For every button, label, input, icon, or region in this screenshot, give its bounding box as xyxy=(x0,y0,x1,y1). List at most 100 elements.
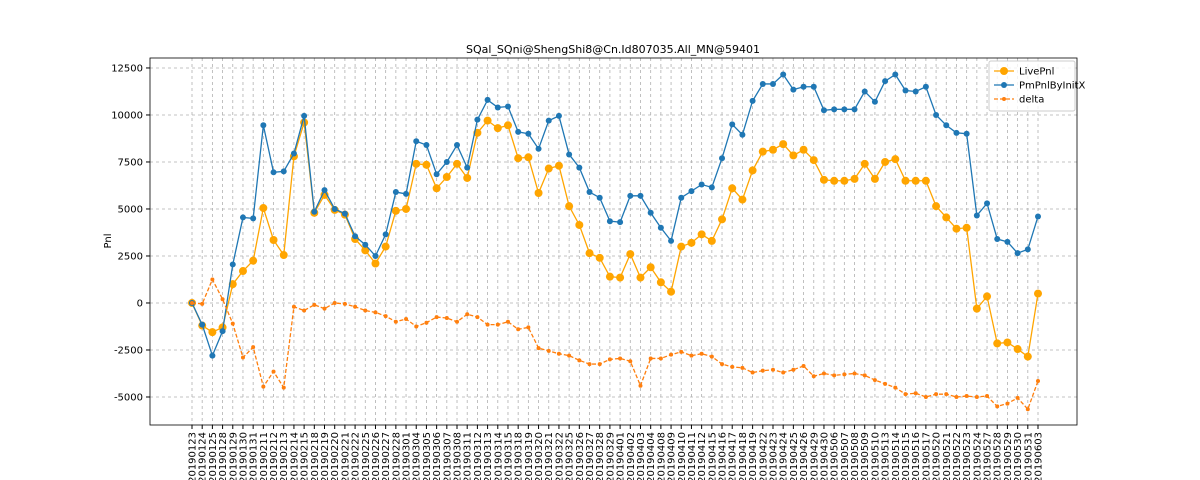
data-point xyxy=(414,324,419,329)
data-point xyxy=(617,219,624,226)
data-point xyxy=(1025,407,1030,412)
data-point xyxy=(413,138,420,145)
x-tick-label: 20190124 xyxy=(198,432,209,480)
x-tick-label: 20190402 xyxy=(626,432,637,480)
data-point xyxy=(200,301,205,306)
x-tick-label: 20190222 xyxy=(351,432,362,480)
data-point xyxy=(902,87,909,94)
x-tick-label: 20190315 xyxy=(503,432,514,480)
data-point xyxy=(841,106,848,113)
y-tick-label: 10000 xyxy=(111,110,143,121)
data-point xyxy=(944,392,949,397)
data-point xyxy=(352,233,359,240)
data-point xyxy=(707,236,716,245)
data-point xyxy=(954,394,959,399)
x-tick-label: 20190506 xyxy=(830,432,841,480)
data-point xyxy=(606,218,613,225)
x-tick-label: 20190429 xyxy=(809,432,820,480)
data-point xyxy=(279,251,288,260)
x-tick-label: 20190225 xyxy=(361,432,372,480)
data-point xyxy=(850,174,859,183)
x-tick-label: 20190307 xyxy=(442,432,453,480)
legend: LivePnl PmPnlByInitX delta xyxy=(988,60,1086,112)
legend-label: delta xyxy=(1019,95,1044,106)
data-point xyxy=(238,267,247,276)
data-point xyxy=(647,209,654,216)
data-point xyxy=(698,181,705,188)
data-point xyxy=(636,273,645,282)
x-tick-label: 20190409 xyxy=(667,432,678,480)
data-point xyxy=(656,278,665,287)
data-point xyxy=(261,384,266,389)
data-point xyxy=(973,212,980,219)
data-point xyxy=(280,168,287,175)
data-point xyxy=(493,124,502,133)
data-point xyxy=(708,184,715,191)
data-point xyxy=(830,176,839,185)
data-point xyxy=(748,166,757,175)
data-point xyxy=(678,194,685,201)
data-point xyxy=(1015,395,1020,400)
data-point xyxy=(718,215,727,224)
data-point xyxy=(720,362,725,367)
data-point xyxy=(525,130,532,137)
data-point xyxy=(932,202,941,211)
data-point xyxy=(565,202,574,211)
data-point xyxy=(596,194,603,201)
data-point xyxy=(985,394,990,399)
data-point xyxy=(677,242,686,251)
x-tick-label: 20190325 xyxy=(565,432,576,480)
data-point xyxy=(852,371,857,376)
x-tick-label: 20190219 xyxy=(320,432,331,480)
data-point xyxy=(575,220,584,229)
data-point xyxy=(484,96,491,103)
data-point xyxy=(779,140,788,149)
data-point xyxy=(271,369,276,374)
data-point xyxy=(453,159,462,168)
x-tick-label: 20190327 xyxy=(585,432,596,480)
x-tick-label: 20190123 xyxy=(188,432,199,480)
x-tick-label: 20190221 xyxy=(340,432,351,480)
y-tick-label: -2500 xyxy=(114,345,143,356)
data-point xyxy=(524,153,533,162)
data-point xyxy=(913,391,918,396)
data-point xyxy=(1023,352,1032,361)
data-point xyxy=(679,349,684,354)
data-point xyxy=(689,353,694,358)
data-point xyxy=(789,151,798,160)
data-point xyxy=(637,192,644,199)
x-tick-label: 20190430 xyxy=(819,432,830,480)
data-point xyxy=(870,174,879,183)
x-tick-label: 20190326 xyxy=(575,432,586,480)
data-point xyxy=(503,121,512,130)
data-point xyxy=(750,370,755,375)
data-point xyxy=(871,98,878,105)
data-point xyxy=(860,159,869,168)
data-point xyxy=(962,223,971,232)
data-point xyxy=(444,316,449,321)
x-tick-label: 20190220 xyxy=(330,432,341,480)
data-point xyxy=(759,80,766,87)
data-point xyxy=(546,348,551,353)
x-tick-label: 20190418 xyxy=(738,432,749,480)
x-tick-label: 20190523 xyxy=(962,432,973,480)
data-point xyxy=(199,321,206,328)
x-tick-label: 20190314 xyxy=(493,432,504,480)
x-tick-label: 20190213 xyxy=(279,432,290,480)
data-point xyxy=(658,356,663,361)
data-point xyxy=(618,356,623,361)
x-tick-label: 20190426 xyxy=(799,432,810,480)
data-point xyxy=(534,188,543,197)
data-point xyxy=(892,71,899,78)
data-point xyxy=(433,171,440,178)
data-point xyxy=(983,292,992,301)
data-point xyxy=(545,117,552,124)
data-point xyxy=(291,304,296,309)
data-point xyxy=(209,352,216,359)
data-point xyxy=(230,321,235,326)
data-point xyxy=(423,142,430,149)
x-tick-label: 20190603 xyxy=(1034,432,1045,480)
data-point xyxy=(811,374,816,379)
series-line xyxy=(191,119,1039,358)
data-point xyxy=(740,365,745,370)
